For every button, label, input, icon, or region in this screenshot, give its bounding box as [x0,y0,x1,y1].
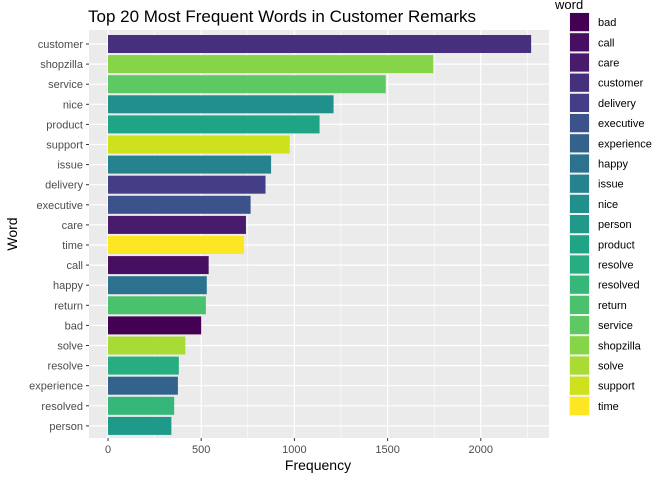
bar-experience [108,376,178,395]
legend-swatch-resolve [570,255,589,274]
bar-person [108,416,172,435]
y-tick-label-delivery: delivery [45,180,83,192]
legend-label-customer: customer [598,78,644,90]
legend-swatch-nice [570,194,589,213]
bar-care [108,215,246,234]
bars [108,35,532,435]
chart-title: Top 20 Most Frequent Words in Customer R… [88,7,476,26]
bar-nice [108,95,334,114]
y-tick-label-return: return [54,300,83,312]
legend-swatch-issue [570,174,589,193]
bar-issue [108,155,272,174]
y-tick-label-executive: executive [37,200,83,212]
legend-label-happy: happy [598,159,628,171]
bar-resolved [108,396,175,415]
legend-swatch-customer [570,73,589,92]
y-tick-label-time: time [62,240,83,252]
legend-swatch-time [570,396,589,415]
bar-support [108,135,290,154]
legend-label-solve: solve [598,361,624,373]
legend-label-resolved: resolved [598,280,640,292]
y-tick-label-care: care [62,220,83,232]
y-tick-label-customer: customer [38,39,84,51]
legend-label-shopzilla: shopzilla [598,340,642,352]
y-tick-label-service: service [48,79,83,91]
bar-call [108,256,209,275]
y-tick-label-nice: nice [63,99,83,111]
bar-shopzilla [108,55,434,74]
legend-swatch-shopzilla [570,336,589,355]
x-tick-label: 1500 [375,444,399,456]
legend-swatch-happy [570,154,589,173]
y-tick-label-issue: issue [57,160,83,172]
legend-label-call: call [598,37,615,49]
legend-label-nice: nice [598,199,618,211]
x-tick-label: 1000 [282,444,306,456]
legend-title: word [554,0,583,12]
y-tick-labels: customer shopzilla service nice product suppo… [29,39,89,433]
y-tick-label-happy: happy [53,280,83,292]
legend-swatch-bad [570,13,589,32]
legend-label-resolve: resolve [598,260,633,272]
legend-swatch-person [570,215,589,234]
legend-swatch-experience [570,134,589,153]
bar-resolve [108,356,179,375]
x-tick-labels: 0 500 1000 1500 2000 [105,438,493,456]
legend-label-delivery: delivery [598,98,636,110]
bar-bad [108,316,202,335]
legend-swatch-executive [570,114,589,133]
y-tick-label-solve: solve [57,341,83,353]
legend-label-issue: issue [598,179,624,191]
legend-swatch-call [570,33,589,52]
x-tick-label: 2000 [469,444,493,456]
bar-happy [108,276,207,295]
legend-label-experience: experience [598,138,652,150]
x-tick-label: 0 [105,444,111,456]
legend-swatch-delivery [570,93,589,112]
legend-label-product: product [598,239,635,251]
legend-label-person: person [598,219,632,231]
y-tick-label-bad: bad [65,320,83,332]
y-tick-label-experience: experience [29,381,83,393]
legend-swatch-support [570,376,589,395]
bar-service [108,75,386,94]
bar-customer [108,35,532,53]
bar-solve [108,336,186,355]
bar-product [108,115,320,134]
legend-swatch-product [570,235,589,254]
y-tick-label-resolve: resolve [48,361,83,373]
x-tick-label: 500 [192,444,210,456]
bar-executive [108,195,251,214]
y-tick-label-support: support [46,140,83,152]
bar-delivery [108,175,266,194]
y-tick-label-product: product [46,119,83,131]
y-axis-title: Word [4,217,20,250]
legend-swatch-solve [570,356,589,375]
bar-return [108,296,206,315]
legend: word bad call care customer delivery executiv… [554,0,652,416]
legend-swatch-return [570,295,589,314]
legend-swatch-service [570,316,589,335]
legend-label-return: return [598,300,627,312]
y-tick-label-call: call [66,260,83,272]
legend-label-service: service [598,320,633,332]
y-tick-label-resolved: resolved [41,401,83,413]
bar-time [108,236,245,254]
legend-label-care: care [598,58,619,70]
legend-label-executive: executive [598,118,644,130]
legend-swatch-resolved [570,275,589,294]
legend-label-support: support [598,381,635,393]
legend-label-time: time [598,401,619,413]
legend-swatch-care [570,53,589,72]
legend-label-bad: bad [598,17,616,29]
y-tick-label-shopzilla: shopzilla [40,59,84,71]
y-tick-label-person: person [49,421,83,433]
x-axis-title: Frequency [285,457,351,473]
